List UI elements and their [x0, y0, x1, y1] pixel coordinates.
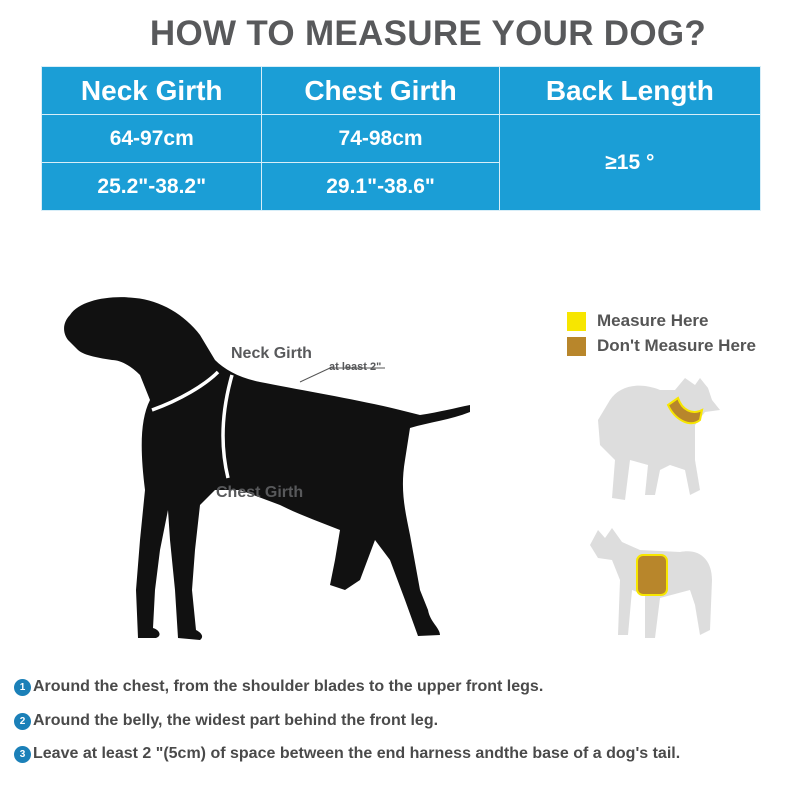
small-dog-neck	[598, 378, 720, 500]
chest-inch: 29.1"-38.6"	[261, 162, 500, 211]
note-text: Leave at least 2 "(5cm) of space between…	[33, 745, 681, 762]
legend-label: Don't Measure Here	[597, 336, 756, 355]
small-dog-chest	[590, 528, 712, 638]
note-text: Around the belly, the widest part behind…	[33, 712, 439, 729]
legend-dont-measure: Don't Measure Here	[567, 336, 756, 356]
size-table: Neck Girth Chest Girth Back Length 64-97…	[40, 66, 762, 211]
legend-measure-here: Measure Here	[567, 311, 709, 331]
number-1-icon: 1	[14, 678, 31, 696]
gap-label: at least 2"	[329, 361, 382, 373]
chest-girth-label: Chest Girth	[216, 484, 304, 501]
back-length-value: ≥15 °	[498, 114, 762, 211]
note-1: 1 Around the chest, from the shoulder bl…	[14, 678, 543, 696]
neck-inch: 25.2"-38.2"	[40, 162, 263, 211]
note-text: Around the chest, from the shoulder blad…	[33, 678, 544, 695]
page-title: HOW TO MEASURE YOUR DOG?	[149, 14, 707, 53]
dog-silhouette	[64, 297, 470, 640]
neck-girth-label: Neck Girth	[231, 345, 312, 362]
chest-cm: 74-98cm	[261, 114, 500, 163]
header-neck-girth: Neck Girth	[40, 66, 263, 115]
number-2-icon: 2	[14, 712, 31, 730]
chest-girth-line	[221, 374, 234, 479]
yellow-swatch-icon	[567, 311, 586, 331]
neck-girth-line	[151, 370, 220, 412]
legend-label: Measure Here	[597, 311, 709, 330]
note-3: 3 Leave at least 2 "(5cm) of space betwe…	[14, 745, 680, 763]
neck-band	[666, 396, 704, 425]
number-3-icon: 3	[14, 745, 31, 763]
neck-cm: 64-97cm	[40, 114, 263, 163]
header-back-length: Back Length	[498, 66, 762, 115]
header-chest-girth: Chest Girth	[261, 66, 500, 115]
brown-swatch-icon	[567, 336, 586, 356]
chest-band	[636, 554, 668, 596]
dog-diagram	[64, 297, 720, 640]
note-2: 2 Around the belly, the widest part behi…	[14, 712, 438, 730]
gap-pointer	[299, 367, 331, 383]
